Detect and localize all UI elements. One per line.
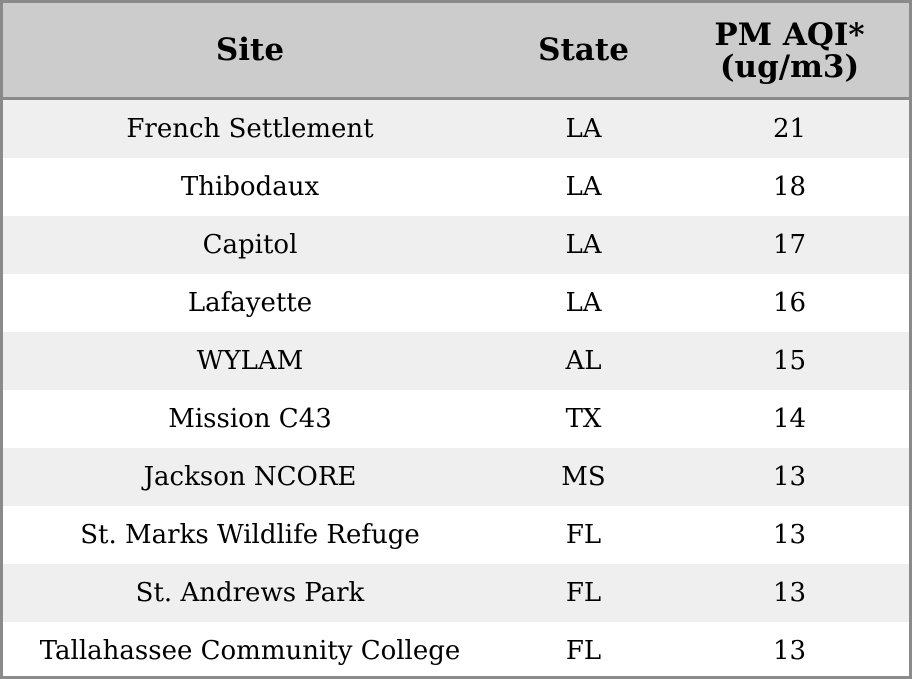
cell-site: Mission C43 — [168, 404, 332, 434]
cell-state: FL — [565, 636, 602, 666]
header-pm-aqi-line2: (ug/m3) — [719, 49, 860, 85]
cell-site: French Settlement — [126, 114, 374, 144]
table-row: Capitol LA 17 — [3, 216, 909, 274]
cell-pm-aqi: 17 — [772, 230, 807, 260]
cell-pm-aqi: 13 — [772, 520, 807, 550]
cell-state: FL — [565, 520, 602, 550]
header-pm-aqi-line1: PM AQI* — [714, 17, 865, 53]
table-row: St. Marks Wildlife Refuge FL 13 — [3, 506, 909, 564]
cell-pm-aqi: 14 — [772, 404, 807, 434]
table-row: Mission C43 TX 14 — [3, 390, 909, 448]
table-row: French Settlement LA 21 — [3, 100, 909, 158]
cell-pm-aqi: 18 — [772, 172, 807, 202]
cell-site: St. Andrews Park — [135, 578, 365, 608]
cell-state: MS — [561, 462, 606, 492]
cell-state: LA — [565, 288, 602, 318]
table-row: St. Andrews Park FL 13 — [3, 564, 909, 622]
cell-state: LA — [565, 230, 602, 260]
table-row: Lafayette LA 16 — [3, 274, 909, 332]
cell-pm-aqi: 13 — [772, 578, 807, 608]
cell-pm-aqi: 16 — [772, 288, 807, 318]
cell-site: Lafayette — [187, 288, 313, 318]
cell-state: AL — [565, 346, 602, 376]
cell-site: Jackson NCORE — [143, 462, 357, 492]
cell-pm-aqi: 21 — [772, 114, 807, 144]
cell-site: Capitol — [202, 230, 298, 260]
table-row: WYLAM AL 15 — [3, 332, 909, 390]
table-header: Site State PM AQI* (ug/m3) — [3, 3, 909, 100]
cell-site: St. Marks Wildlife Refuge — [80, 520, 420, 550]
header-pm-aqi: PM AQI* (ug/m3) — [670, 3, 909, 97]
cell-pm-aqi: 13 — [772, 636, 807, 666]
cell-state: TX — [565, 404, 602, 434]
cell-pm-aqi: 13 — [772, 462, 807, 492]
header-state: State — [538, 32, 629, 68]
cell-state: FL — [565, 578, 602, 608]
cell-site: Thibodaux — [180, 172, 320, 202]
table-row: Tallahassee Community College FL 13 — [3, 622, 909, 676]
table-row: Jackson NCORE MS 13 — [3, 448, 909, 506]
table-row: Thibodaux LA 18 — [3, 158, 909, 216]
cell-state: LA — [565, 172, 602, 202]
cell-site: Tallahassee Community College — [39, 636, 461, 666]
header-site: Site — [215, 32, 285, 68]
cell-site: WYLAM — [196, 346, 304, 376]
cell-pm-aqi: 15 — [772, 346, 807, 376]
cell-state: LA — [565, 114, 602, 144]
